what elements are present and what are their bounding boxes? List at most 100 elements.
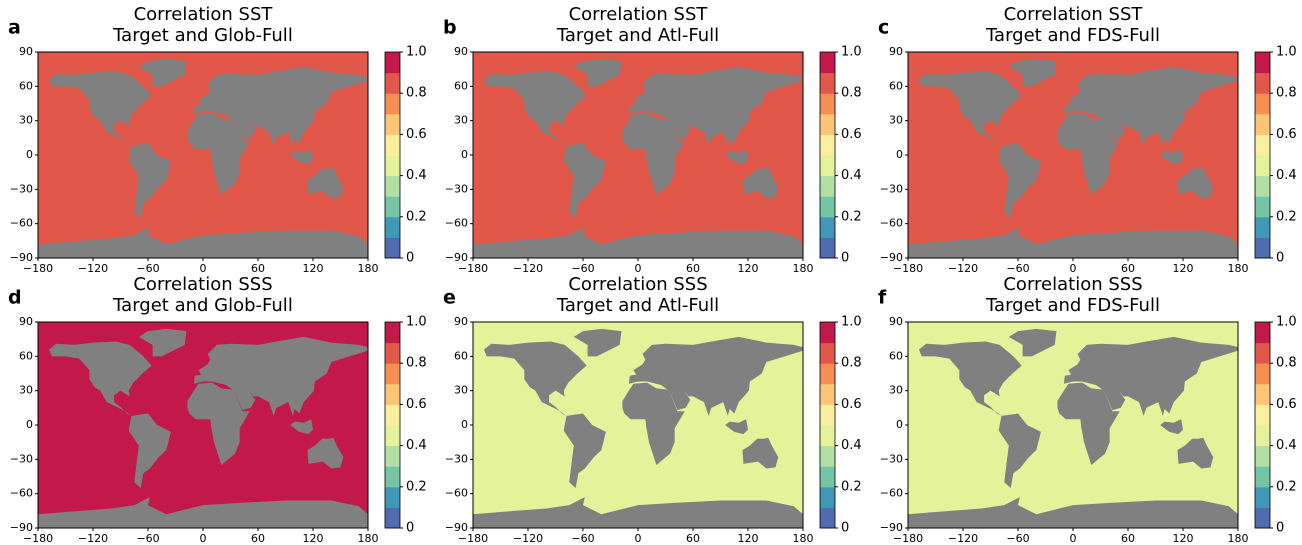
land [908, 227, 1238, 258]
x-tick-label: −60 [136, 262, 159, 275]
x-tick-label: 120 [303, 532, 324, 545]
colorbar-segment [385, 383, 400, 405]
y-tick-label: 30 [454, 384, 468, 397]
panel-title: Correlation SST [1004, 4, 1144, 25]
land [1057, 112, 1120, 196]
land [725, 419, 748, 435]
panel-subtitle: Target and Atl-Full [556, 25, 719, 46]
colorbar-segment [820, 93, 835, 115]
colorbar-tick-label: 0.8 [1276, 86, 1297, 101]
x-tick-label: 120 [738, 262, 759, 275]
colorbar-segment [820, 175, 835, 197]
colorbar-segment [1255, 175, 1270, 197]
land [1063, 336, 1238, 416]
colorbar-segment [820, 363, 835, 385]
panel-subtitle: Target and Glob-Full [112, 25, 293, 46]
panel-letter: f [878, 287, 887, 309]
y-tick-label: −60 [10, 217, 33, 230]
y-tick-label: 0 [896, 418, 903, 431]
y-tick-label: 60 [889, 349, 903, 362]
x-tick-label: −60 [1006, 262, 1029, 275]
x-tick-label: 0 [200, 532, 207, 545]
panel-letter: a [8, 17, 21, 39]
colorbar-tick-label: 0.2 [406, 209, 427, 224]
x-tick-label: 120 [303, 262, 324, 275]
x-tick-label: 120 [738, 532, 759, 545]
x-tick-label: −120 [78, 532, 108, 545]
x-tick-label: −60 [571, 532, 594, 545]
x-tick-label: −120 [78, 262, 108, 275]
colorbar-segment [820, 404, 835, 426]
colorbar-frame [1254, 51, 1271, 259]
colorbar-tick-label: 0.8 [1276, 356, 1297, 371]
colorbar-tick-label: 0.2 [841, 479, 862, 494]
y-tick-label: 60 [889, 79, 903, 92]
colorbar-segment [385, 216, 400, 238]
colorbar-tick-label: 0.4 [841, 168, 862, 183]
y-tick-label: −60 [10, 487, 33, 500]
land [622, 382, 685, 466]
land [998, 413, 1041, 488]
x-tick-label: −180 [23, 532, 53, 545]
y-tick-label: −90 [880, 521, 903, 534]
colorbar-segment [1255, 445, 1270, 467]
colorbar-tick-label: 0.6 [1276, 397, 1297, 412]
colorbar-segment [1255, 237, 1270, 259]
colorbar-segment [820, 466, 835, 488]
x-tick-label: −60 [1006, 532, 1029, 545]
land [290, 149, 313, 165]
panel-subtitle: Target and Glob-Full [112, 295, 293, 316]
colorbar-segment [1255, 322, 1270, 344]
y-tick-label: 30 [889, 114, 903, 127]
x-tick-label: 180 [358, 262, 379, 275]
y-tick-label: 0 [461, 418, 468, 431]
land [484, 341, 587, 416]
colorbar-tick-label: 0.4 [1276, 168, 1297, 183]
colorbar-segment [1255, 466, 1270, 488]
land [473, 227, 803, 258]
x-tick-label: −120 [513, 262, 543, 275]
colorbar-segment [385, 175, 400, 197]
land [1177, 437, 1214, 469]
colorbar-tick-label: 0.6 [406, 397, 427, 412]
land [1057, 382, 1120, 466]
colorbar-tick-label: 0.6 [841, 397, 862, 412]
land [908, 497, 1238, 528]
colorbar-segment [1255, 507, 1270, 529]
colorbar-segment [820, 322, 835, 344]
colorbar-tick-label: 0.2 [406, 479, 427, 494]
panel-letter: c [878, 17, 889, 39]
colorbar-segment [820, 486, 835, 508]
land [563, 413, 606, 488]
y-tick-label: −30 [880, 452, 903, 465]
land [742, 437, 779, 469]
colorbar-segment [385, 445, 400, 467]
land [49, 71, 152, 146]
colorbar-segment [385, 155, 400, 177]
land [563, 143, 606, 218]
y-tick-label: 30 [889, 384, 903, 397]
colorbar-segment [820, 507, 835, 529]
land [1160, 419, 1183, 435]
panel-subtitle: Target and FDS-Full [985, 25, 1160, 46]
x-tick-label: 0 [200, 262, 207, 275]
colorbar-tick-label: 0.2 [841, 209, 862, 224]
y-tick-label: −90 [880, 251, 903, 264]
y-tick-label: −60 [880, 217, 903, 230]
y-tick-label: 60 [19, 349, 33, 362]
x-tick-label: 0 [635, 532, 642, 545]
land [742, 167, 779, 199]
colorbar-segment [1255, 363, 1270, 385]
colorbar-tick-label: 0 [1276, 251, 1284, 266]
land [998, 143, 1041, 218]
x-tick-label: −180 [893, 262, 923, 275]
x-tick-label: −60 [136, 532, 159, 545]
colorbar-segment [1255, 486, 1270, 508]
land [49, 341, 152, 416]
land [138, 58, 187, 87]
colorbar-segment [1255, 93, 1270, 115]
